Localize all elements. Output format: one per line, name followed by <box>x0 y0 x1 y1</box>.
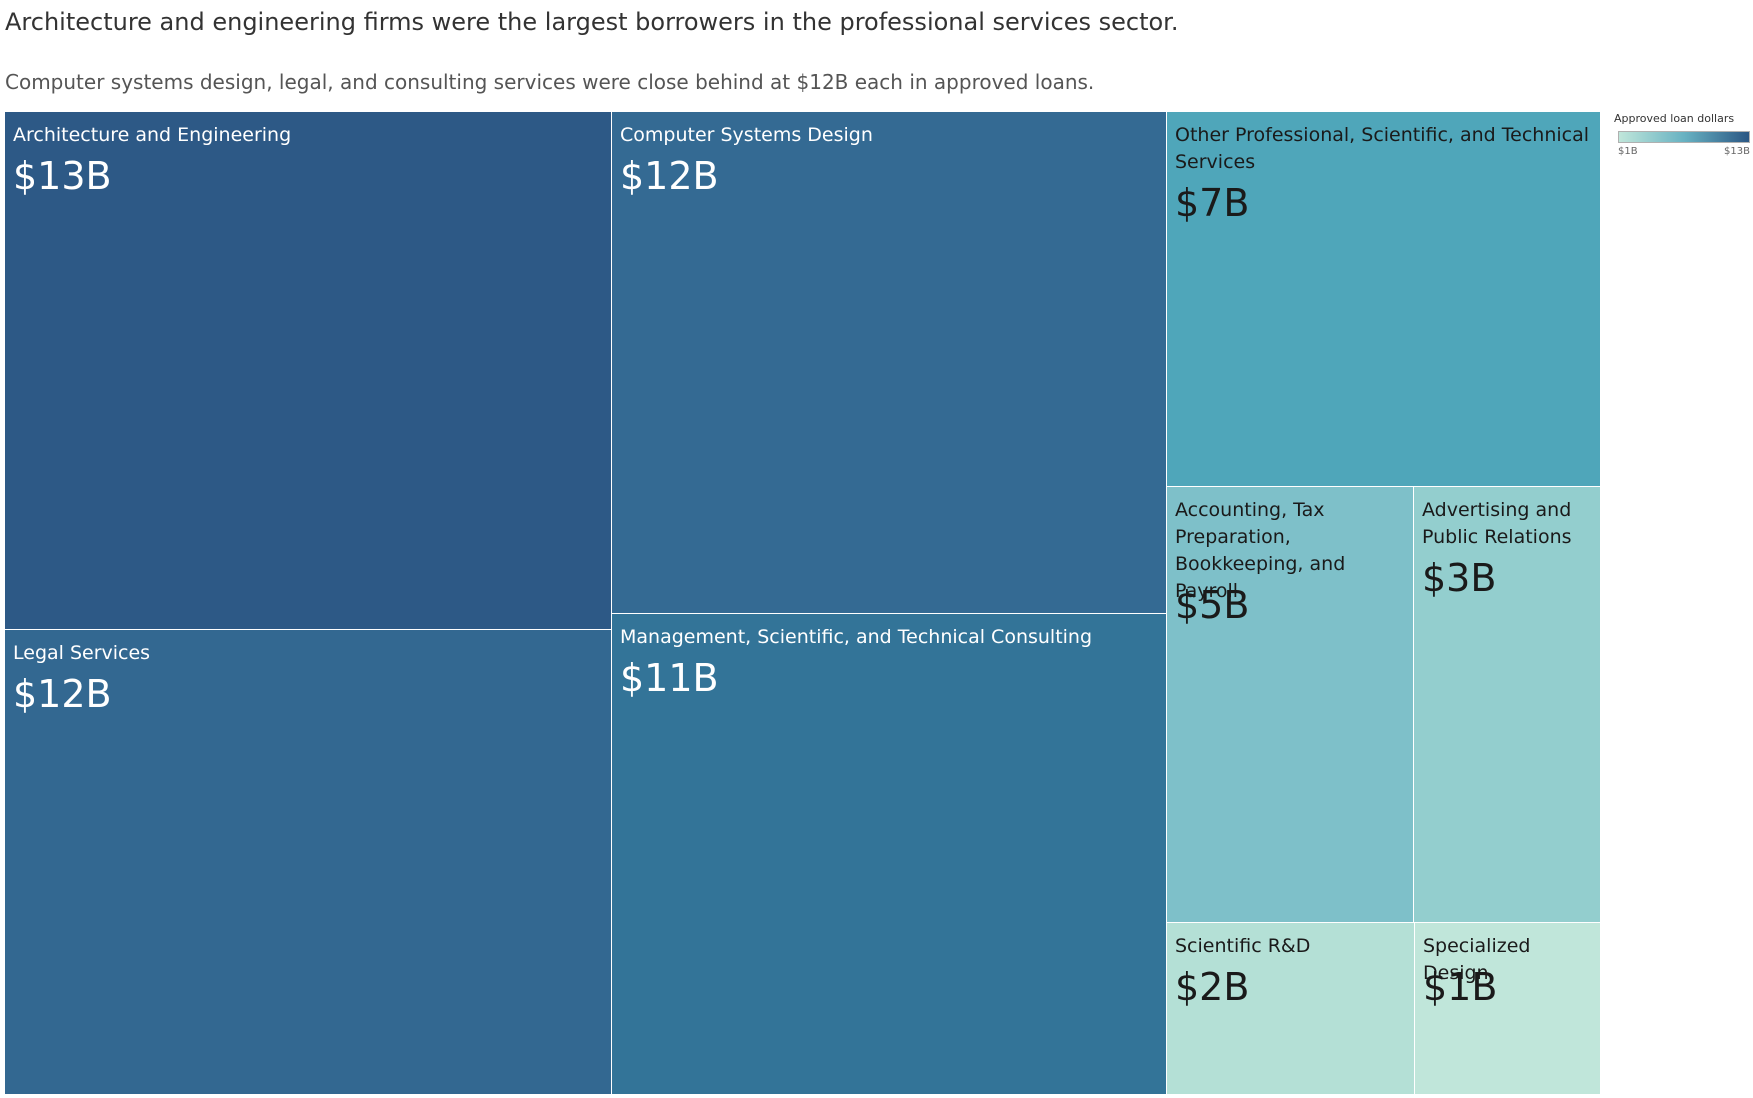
chart-subtitle: Computer systems design, legal, and cons… <box>5 70 1095 94</box>
tile-value: $12B <box>13 672 112 716</box>
tile-label: Legal Services <box>13 642 151 664</box>
color-legend: Approved loan dollars $1B $13B <box>1612 112 1752 157</box>
legend-title: Approved loan dollars <box>1614 112 1735 125</box>
treemap-tile-legal-services[interactable]: Legal Services $12B <box>5 630 612 1095</box>
tile-label: Computer Systems Design <box>620 124 873 146</box>
tile-label: Scientific R&D <box>1175 935 1311 957</box>
legend-min-label: $1B <box>1618 146 1638 157</box>
tile-value: $13B <box>13 154 112 198</box>
treemap-tile-advertising-and-public-relations[interactable]: Advertising and Public Relations $3B <box>1414 487 1601 923</box>
legend-max-label: $13B <box>1724 146 1750 157</box>
tile-label: Specialized Design <box>1423 935 1531 984</box>
treemap-tile-other-professional-scientific-and-technical-services[interactable]: Other Professional, Scientific, and Tech… <box>1167 112 1601 487</box>
tile-label: Management, Scientific, and Technical Co… <box>620 626 1093 648</box>
tile-label: Accounting, Tax Preparation, Bookkeeping… <box>1175 499 1346 602</box>
tile-value: $2B <box>1175 965 1250 1009</box>
tile-value: $7B <box>1175 181 1250 225</box>
treemap-tile-scientific-randd[interactable]: Scientific R&D $2B <box>1167 923 1415 1095</box>
tile-value: $11B <box>620 656 719 700</box>
tile-label: Advertising and Public Relations <box>1422 499 1572 548</box>
tile-value: $3B <box>1422 556 1497 600</box>
treemap-tile-specialized-design[interactable]: Specialized Design $1B <box>1415 923 1601 1095</box>
tile-label: Other Professional, Scientific, and Tech… <box>1175 124 1590 173</box>
treemap-tile-architecture-and-engineering[interactable]: Architecture and Engineering $13B <box>5 112 612 630</box>
tile-label: Architecture and Engineering <box>13 124 292 146</box>
treemap-tile-computer-systems-design[interactable]: Computer Systems Design $12B <box>612 112 1167 614</box>
treemap-tile-accounting-tax-preparation-bookkeeping-and-payroll[interactable]: Accounting, Tax Preparation, Bookkeeping… <box>1167 487 1414 923</box>
tile-value: $5B <box>1175 583 1250 627</box>
legend-labels: $1B $13B <box>1618 146 1750 157</box>
tile-value: $1B <box>1423 965 1498 1009</box>
treemap-tile-management-scientific-and-technical-consulting[interactable]: Management, Scientific, and Technical Co… <box>612 614 1167 1095</box>
chart-title: Architecture and engineering firms were … <box>5 8 1179 36</box>
tile-value: $12B <box>620 154 719 198</box>
legend-gradient-bar <box>1618 131 1750 143</box>
